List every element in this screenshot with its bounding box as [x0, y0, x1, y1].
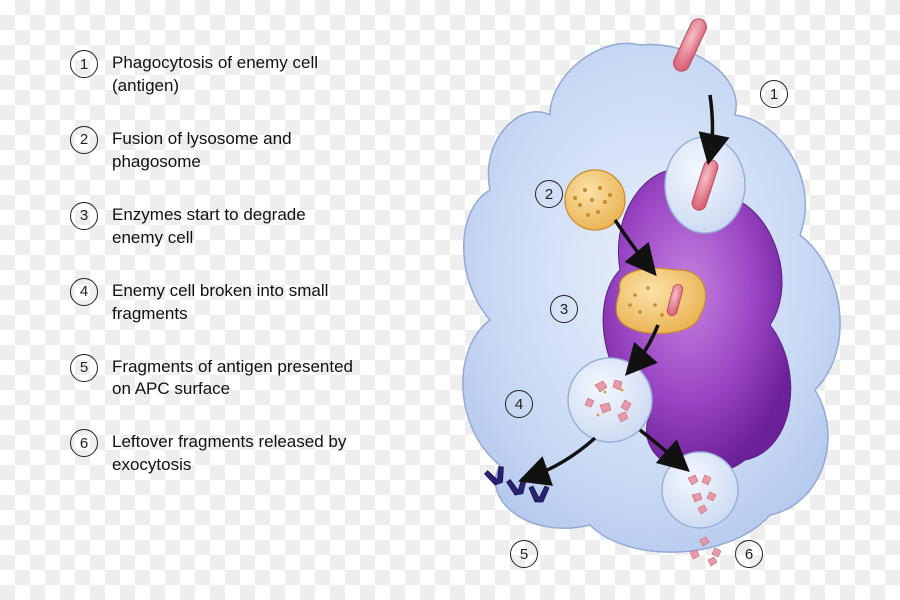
diagram-label-1: 1: [760, 80, 788, 108]
legend-item: 5 Fragments of antigen presented on APC …: [70, 354, 360, 402]
fragment-vesicle: [568, 358, 652, 442]
legend-text: Fusion of lysosome and phagosome: [112, 126, 360, 174]
diagram-label-3: 3: [550, 295, 578, 323]
legend-item: 3 Enzymes start to degrade enemy cell: [70, 202, 360, 250]
legend-item: 6 Leftover fragments released by exocyto…: [70, 429, 360, 477]
legend-item: 2 Fusion of lysosome and phagosome: [70, 126, 360, 174]
legend-item: 1 Phagocytosis of enemy cell (antigen): [70, 50, 360, 98]
phagolysosome: [616, 268, 705, 333]
legend-number: 2: [70, 126, 98, 154]
legend-text: Leftover fragments released by exocytosi…: [112, 429, 360, 477]
exocytosis-vesicle: [662, 452, 738, 528]
legend-item: 4 Enemy cell broken into small fragments: [70, 278, 360, 326]
legend-number: 4: [70, 278, 98, 306]
diagram-label-4: 4: [505, 390, 533, 418]
legend-number: 3: [70, 202, 98, 230]
diagram-label-5: 5: [510, 540, 538, 568]
legend-text: Phagocytosis of enemy cell (antigen): [112, 50, 360, 98]
diagram-label-6: 6: [735, 540, 763, 568]
legend-number: 1: [70, 50, 98, 78]
legend-number: 6: [70, 429, 98, 457]
legend-number: 5: [70, 354, 98, 382]
legend-text: Enemy cell broken into small fragments: [112, 278, 360, 326]
legend-text: Enzymes start to degrade enemy cell: [112, 202, 360, 250]
legend-list: 1 Phagocytosis of enemy cell (antigen) 2…: [70, 50, 360, 505]
phagocytosis-diagram: 1 2 3 4 5 6: [400, 20, 860, 580]
diagram-label-2: 2: [535, 180, 563, 208]
legend-text: Fragments of antigen presented on APC su…: [112, 354, 360, 402]
